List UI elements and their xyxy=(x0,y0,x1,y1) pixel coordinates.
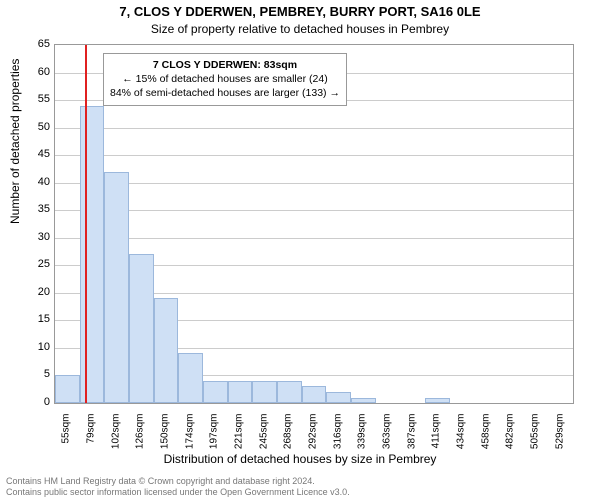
histogram-bar xyxy=(154,298,179,403)
histogram-bar xyxy=(277,381,302,403)
histogram-bar xyxy=(55,375,80,403)
footer-line1: Contains HM Land Registry data © Crown c… xyxy=(6,476,350,487)
histogram-bar xyxy=(252,381,277,403)
y-tick-label: 15 xyxy=(20,313,50,325)
y-tick-label: 35 xyxy=(20,203,50,215)
y-tick-label: 10 xyxy=(20,341,50,353)
gridline xyxy=(55,210,573,211)
y-tick-label: 25 xyxy=(20,258,50,270)
histogram-bar xyxy=(129,254,154,403)
annotation-line1: 7 CLOS Y DDERWEN: 83sqm xyxy=(110,58,340,72)
annotation-box: 7 CLOS Y DDERWEN: 83sqm← 15% of detached… xyxy=(103,53,347,106)
histogram-bar xyxy=(104,172,129,403)
histogram-bar xyxy=(326,392,351,403)
chart-title-sub: Size of property relative to detached ho… xyxy=(0,22,600,36)
histogram-bar xyxy=(302,386,327,403)
y-tick-label: 0 xyxy=(20,396,50,408)
histogram-bar xyxy=(178,353,203,403)
y-tick-label: 65 xyxy=(20,38,50,50)
plot-area: 7 CLOS Y DDERWEN: 83sqm← 15% of detached… xyxy=(54,44,574,404)
y-tick-label: 40 xyxy=(20,176,50,188)
chart-title-main: 7, CLOS Y DDERWEN, PEMBREY, BURRY PORT, … xyxy=(0,4,600,19)
y-tick-label: 5 xyxy=(20,368,50,380)
gridline xyxy=(55,155,573,156)
histogram-bar xyxy=(425,398,450,404)
annotation-line2: ← 15% of detached houses are smaller (24… xyxy=(110,72,340,86)
y-tick-label: 50 xyxy=(20,121,50,133)
y-axis-label: Number of detached properties xyxy=(8,59,22,224)
annotation-line3: 84% of semi-detached houses are larger (… xyxy=(110,86,340,100)
y-tick-label: 20 xyxy=(20,286,50,298)
y-tick-label: 60 xyxy=(20,66,50,78)
y-tick-label: 30 xyxy=(20,231,50,243)
footer-attribution: Contains HM Land Registry data © Crown c… xyxy=(6,476,350,498)
reference-line xyxy=(85,45,87,403)
footer-line2: Contains public sector information licen… xyxy=(6,487,350,498)
x-axis-label: Distribution of detached houses by size … xyxy=(0,452,600,466)
gridline xyxy=(55,183,573,184)
y-tick-label: 45 xyxy=(20,148,50,160)
chart-container: 7, CLOS Y DDERWEN, PEMBREY, BURRY PORT, … xyxy=(0,0,600,500)
histogram-bar xyxy=(228,381,253,403)
y-tick-label: 55 xyxy=(20,93,50,105)
histogram-bar xyxy=(351,398,376,404)
gridline xyxy=(55,238,573,239)
gridline xyxy=(55,128,573,129)
histogram-bar xyxy=(203,381,228,403)
histogram-bar xyxy=(80,106,105,403)
